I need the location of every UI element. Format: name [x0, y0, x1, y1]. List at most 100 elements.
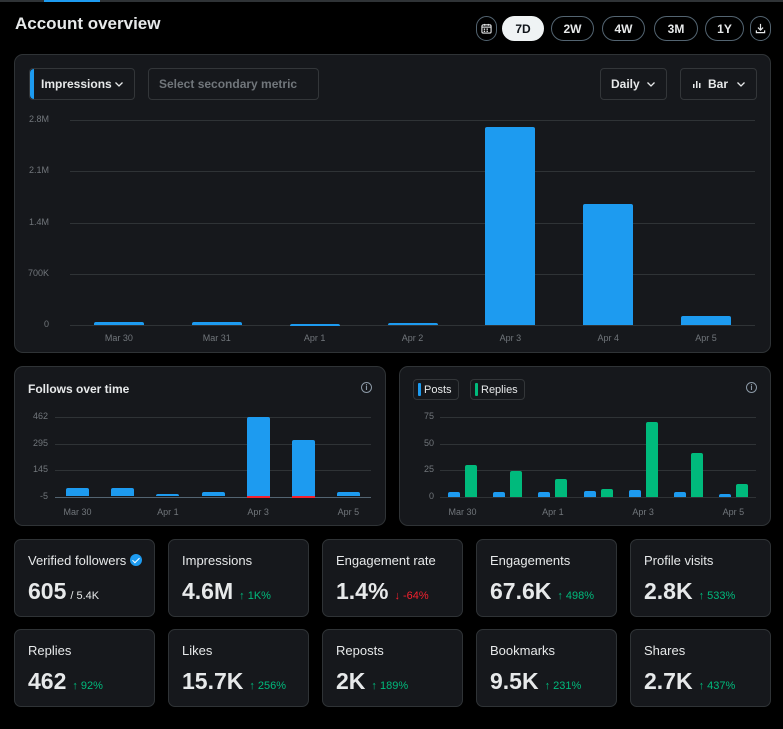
stat-card-shares[interactable]: Shares 2.7K ↑ 437% [630, 629, 771, 707]
stat-value: 2K [336, 668, 366, 694]
bar-posts-apr-4 [673, 492, 686, 497]
legend-label-posts: Posts [424, 383, 452, 396]
stat-label: Verified followers [28, 553, 127, 568]
bar-replies-apr-5 [735, 484, 748, 497]
x-tick-label: Apr 1 [542, 507, 564, 517]
stat-label-row: Reposts [336, 643, 384, 658]
legend-posts[interactable]: Posts [413, 379, 459, 400]
download-button[interactable] [750, 16, 771, 41]
stat-card-profile-visits[interactable]: Profile visits 2.8K ↑ 533% [630, 539, 771, 617]
stat-value-row: 9.5K ↑ 231% [490, 668, 581, 695]
info-icon[interactable]: i [361, 382, 372, 393]
bar-replies-apr-4 [690, 453, 703, 497]
bar-impressions-apr-1 [289, 323, 340, 326]
primary-metric-dropdown[interactable]: Impressions [29, 68, 135, 100]
x-tick-label: Apr 2 [401, 333, 424, 343]
follows-chart-panel: Follows over time i -5 145 295 462 Mar 30 Apr… [14, 366, 386, 526]
bar-chart-icon [693, 81, 701, 88]
stat-card-likes[interactable]: Likes 15.7K ↑ 256% [168, 629, 309, 707]
interval-label: Daily [611, 77, 640, 91]
stat-card-engagements[interactable]: Engagements 67.6K ↑ 498% [476, 539, 617, 617]
info-icon[interactable]: i [746, 382, 757, 393]
stat-label: Bookmarks [490, 643, 556, 658]
bar-impressions-apr-5 [681, 316, 732, 325]
bar-unfollows-apr-4 [291, 496, 315, 499]
legend-swatch-replies [475, 383, 478, 396]
stat-label-row: Impressions [182, 553, 252, 568]
stat-card-verified-followers[interactable]: Verified followers 605/ 5.4K [14, 539, 155, 617]
y-tick-label: 700K [27, 267, 49, 278]
stat-change: ↑ 256% [249, 680, 287, 692]
y-tick-label: 1.4M [28, 216, 49, 227]
stat-label-row: Profile visits [644, 553, 713, 568]
x-tick-label: Apr 4 [597, 333, 619, 343]
gridline [55, 470, 371, 472]
gridline [55, 497, 371, 498]
secondary-metric-placeholder: Select secondary metric [159, 77, 298, 91]
stat-value: 1.4% [336, 578, 389, 604]
stat-value-row: 1.4% ↓ -64% [336, 578, 429, 605]
stat-label: Reposts [336, 643, 384, 658]
stat-value: 9.5K [490, 668, 539, 694]
stat-card-reposts[interactable]: Reposts 2K ↑ 189% [322, 629, 463, 707]
stat-label: Shares [644, 643, 686, 658]
calendar-button[interactable] [476, 16, 497, 41]
bar-replies-apr-1 [555, 479, 568, 497]
stat-value-row: 2.8K ↑ 533% [644, 578, 735, 605]
range-button-1y[interactable]: 1Y [705, 16, 744, 41]
y-tick-label: 0 [43, 319, 49, 329]
bar-replies-mar-31 [510, 471, 523, 497]
stat-card-engagement-rate[interactable]: Engagement rate 1.4% ↓ -64% [322, 539, 463, 617]
gridline [55, 417, 371, 418]
gridline [70, 171, 755, 173]
stat-value-row: 605/ 5.4K [28, 578, 99, 605]
gridline [70, 222, 755, 224]
interval-dropdown[interactable]: Daily [600, 68, 667, 100]
range-button-2w[interactable]: 2W [551, 16, 594, 41]
follows-chart-title: Follows over time [28, 382, 130, 396]
y-tick-label: 145 [32, 464, 48, 475]
download-icon [755, 23, 766, 34]
bar-unfollows-apr-3 [246, 496, 270, 499]
stat-card-replies[interactable]: Replies 462 ↑ 92% [14, 629, 155, 707]
bar-follows-apr-1 [156, 494, 180, 497]
stat-value: 462 [28, 668, 67, 694]
stat-value: 67.6K [490, 578, 552, 604]
stat-change: ↑ 92% [72, 680, 103, 692]
range-button-3m[interactable]: 3M [654, 16, 698, 41]
stat-label: Engagement rate [336, 553, 436, 568]
stat-label-row: Verified followers [28, 553, 143, 568]
stat-value-row: 2K ↑ 189% [336, 668, 408, 695]
stat-change: ↑ 231% [544, 680, 582, 692]
range-button-4w[interactable]: 4W [602, 16, 645, 41]
y-tick-label: 462 [32, 411, 48, 421]
bar-posts-apr-3 [628, 490, 641, 497]
stat-label: Replies [28, 643, 72, 658]
gridline [440, 443, 756, 445]
bar-posts-apr-2 [583, 491, 596, 497]
bar-follows-apr-2 [201, 491, 225, 497]
stat-label: Likes [182, 643, 213, 658]
y-tick-label: 75 [423, 411, 434, 421]
bar-replies-mar-30 [465, 465, 478, 497]
bar-impressions-mar-30 [93, 322, 144, 325]
secondary-metric-dropdown[interactable]: Select secondary metric [148, 68, 319, 100]
gridline [440, 470, 756, 472]
chart-type-dropdown[interactable]: Bar [680, 68, 757, 100]
stat-value: 4.6M [182, 578, 234, 604]
impressions-chart-panel: Impressions Select secondary metric Dail… [14, 54, 771, 353]
bar-replies-apr-3 [645, 422, 658, 497]
stat-label-row: Shares [644, 643, 685, 658]
stat-change: ↑ 189% [371, 680, 409, 692]
chart-type-label: Bar [708, 77, 729, 91]
range-button-7d[interactable]: 7D [502, 16, 544, 41]
stat-card-impressions[interactable]: Impressions 4.6M ↑ 1K% [168, 539, 309, 617]
legend-replies[interactable]: Replies [470, 379, 525, 400]
bar-replies-apr-2 [600, 489, 613, 497]
bar-follows-apr-5 [336, 491, 360, 497]
stat-card-bookmarks[interactable]: Bookmarks 9.5K ↑ 231% [476, 629, 617, 707]
stat-label-row: Bookmarks [490, 643, 555, 658]
stat-value: 15.7K [182, 668, 244, 694]
posts-replies-chart-panel: Posts Replies i 0 25 50 75 Mar 30 Apr 1 Apr 3 A… [399, 366, 771, 526]
x-tick-label: Mar 31 [202, 333, 231, 343]
